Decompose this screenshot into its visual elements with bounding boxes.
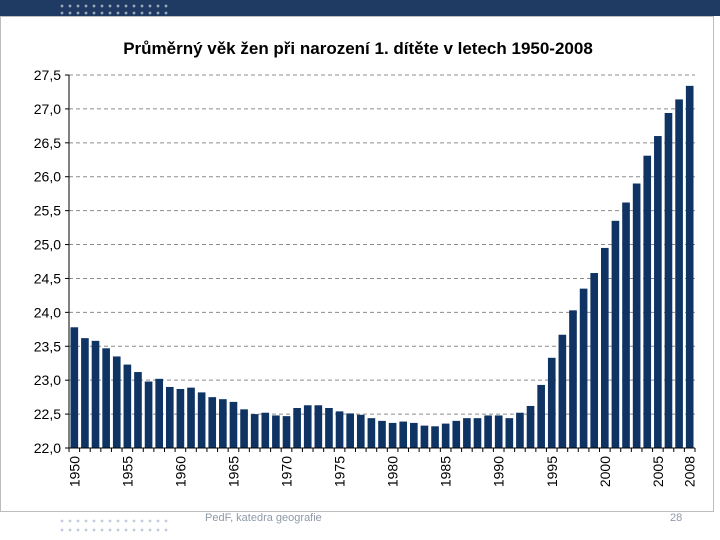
x-tick-label: 1955: [119, 456, 135, 487]
y-tick-label: 25,5: [34, 203, 61, 219]
bar-2006: [664, 112, 673, 448]
x-axis-ticks: 1950 1955 1960 1965 1970 1975 1980 1985 1990 1995…: [66, 448, 698, 487]
x-tick-label: 1960: [172, 456, 188, 487]
footer-dots-decoration-2: [58, 527, 168, 533]
bar-1979: [378, 420, 386, 448]
x-tick-label: 1975: [332, 456, 348, 487]
header-dots-decoration-2: [58, 10, 168, 16]
y-tick-label: 22,5: [34, 406, 61, 422]
bar-1987: [463, 418, 471, 448]
bar-1986: [452, 420, 461, 448]
bar-1984: [431, 426, 439, 448]
bar-1951: [81, 338, 89, 448]
bar-1955: [123, 364, 132, 448]
x-tick-label: 1965: [225, 456, 241, 487]
bar-2003: [632, 183, 641, 448]
y-tick-label: 23,5: [34, 338, 61, 354]
bar-1981: [399, 421, 408, 448]
bar-1952: [91, 340, 100, 448]
bar-1991: [505, 418, 514, 448]
bar-2000: [600, 247, 609, 448]
y-tick-label: 27,0: [34, 101, 61, 117]
y-tick-label: 26,5: [34, 135, 61, 151]
x-tick-label: 2005: [650, 456, 666, 487]
bar-1957: [144, 381, 153, 448]
bar-1958: [155, 378, 164, 448]
x-tick-label: 1995: [544, 456, 560, 487]
bar-1968: [261, 412, 270, 448]
bar-1993: [526, 405, 535, 448]
bar-1971: [293, 407, 301, 448]
y-tick-label: 24,5: [34, 270, 61, 286]
y-tick-label: 22,0: [34, 440, 61, 456]
y-tick-label: 27,5: [34, 67, 61, 83]
bar-1965: [229, 401, 238, 448]
y-tick-label: 26,0: [34, 169, 61, 185]
bar-1961: [187, 387, 195, 448]
bar-1998: [579, 288, 588, 448]
y-tick-label: 23,0: [34, 372, 61, 388]
bar-1967: [250, 414, 259, 448]
page-number: 28: [670, 512, 683, 524]
x-tick-label: 1985: [438, 456, 454, 487]
bar-1989: [484, 415, 492, 448]
bar-1982: [410, 422, 418, 448]
bar-1976: [346, 413, 354, 448]
bar-1996: [558, 334, 567, 448]
bar-1999: [590, 273, 599, 448]
bar-1953: [102, 348, 110, 448]
bar-1983: [420, 425, 429, 448]
bar-2001: [611, 220, 620, 448]
footer-text: PedF, katedra geografie: [205, 512, 322, 524]
bar-1960: [176, 389, 185, 448]
bar-1966: [240, 409, 248, 448]
bar-1994: [537, 384, 545, 448]
bar-2005: [654, 136, 662, 448]
y-tick-label: 24,0: [34, 304, 61, 320]
bar-1972: [303, 405, 312, 448]
bar-1956: [134, 372, 142, 448]
bar-1964: [219, 399, 227, 448]
bar-1950: [70, 327, 79, 448]
bar-1988: [473, 418, 482, 448]
bar-1997: [569, 310, 577, 448]
y-tick-label: 25,0: [34, 237, 61, 253]
x-tick-label: 1970: [279, 456, 295, 487]
x-tick-label: 1980: [385, 456, 401, 487]
bar-2004: [643, 155, 652, 448]
bar-1990: [494, 415, 503, 448]
right-edge: [714, 16, 720, 516]
header-band: [0, 0, 720, 16]
bar-1980: [388, 422, 397, 448]
bar-1959: [165, 386, 174, 448]
bar-1973: [314, 405, 323, 448]
bar-1978: [367, 418, 376, 448]
bar-chart: Průměrný věk žen při narození 1. dítěte …: [0, 16, 714, 512]
bar-2007: [675, 99, 683, 448]
bar-1975: [335, 411, 344, 448]
bar-1969: [272, 415, 280, 448]
bar-1974: [325, 407, 333, 448]
header-dots-decoration: [58, 3, 168, 9]
bar-1963: [208, 397, 217, 448]
x-tick-label: 1950: [66, 456, 82, 487]
chart-title: Průměrný věk žen při narození 1. dítěte …: [123, 39, 593, 58]
footer-dots-decoration: [58, 518, 168, 524]
bar-1995: [547, 357, 556, 448]
bars: [70, 85, 694, 448]
y-axis-ticks: 27,5 27,0 26,5 26,0 25,5 25,0 24,5 24,0 23,5 23,0…: [34, 67, 69, 456]
x-tick-label: 2008: [682, 456, 698, 487]
bar-2008: [685, 85, 694, 448]
bar-1977: [356, 414, 365, 448]
bar-1954: [112, 356, 121, 448]
x-tick-label: 1990: [491, 456, 507, 487]
bar-1962: [197, 392, 206, 448]
bar-1970: [282, 416, 291, 448]
bar-1985: [441, 423, 450, 448]
bar-2002: [622, 202, 630, 448]
x-tick-label: 2000: [597, 456, 613, 487]
bar-1992: [516, 412, 524, 448]
